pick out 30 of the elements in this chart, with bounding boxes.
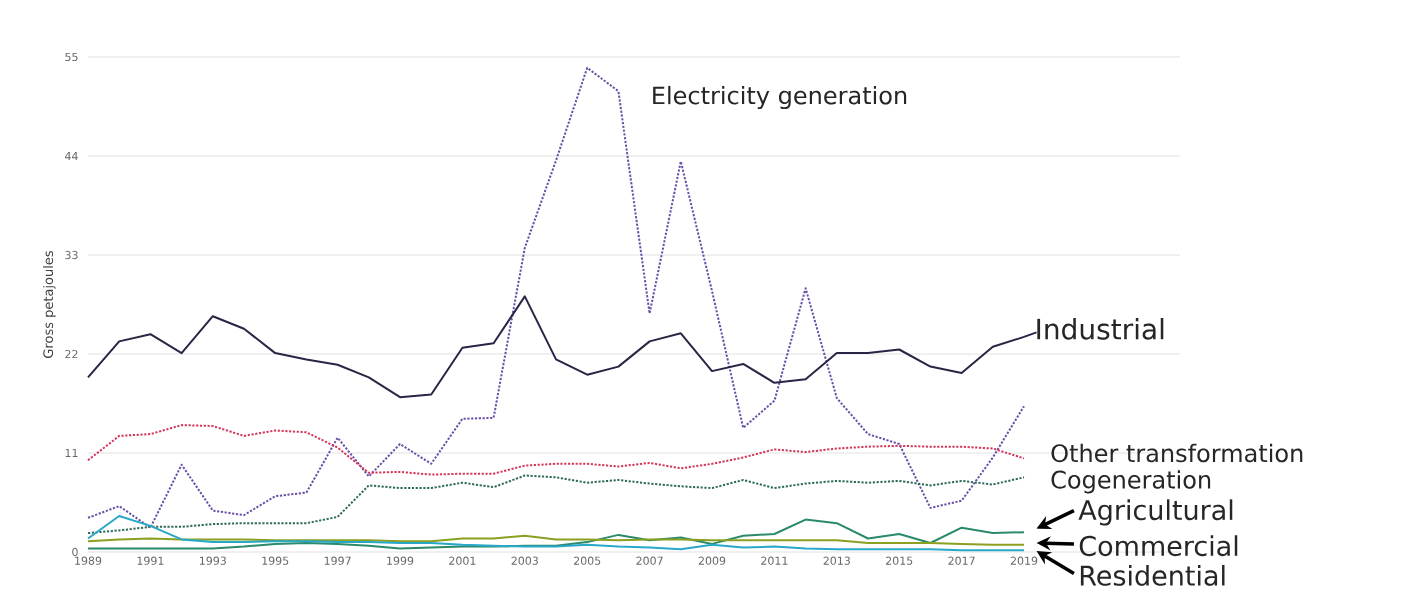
x-tick-label: 1989	[75, 556, 102, 565]
x-tick-label: 2015	[886, 556, 913, 565]
x-tick-label: 1997	[324, 556, 351, 565]
text: Agricultural	[1078, 499, 1233, 526]
x-tick-label: 2005	[574, 556, 601, 565]
x-tick-label: 2011	[761, 556, 788, 565]
x-tick-label: 1999	[387, 556, 414, 565]
x-tick-label: 2003	[511, 556, 538, 565]
x-tick-label: 2007	[636, 556, 663, 565]
text: Commercial	[1079, 535, 1238, 557]
x-tick-label: 1993	[200, 556, 226, 565]
y-tick-label: 44	[65, 151, 78, 161]
y-axis-title: Gross petajoules	[43, 251, 56, 358]
x-tick-label: 2001	[449, 556, 476, 565]
x-tick-label: 2019	[1010, 556, 1038, 565]
y-tick-label: 0	[72, 547, 78, 557]
x-tick-label: 1995	[262, 556, 289, 565]
x-tick-label: 2009	[698, 556, 726, 565]
x-tick-label: 2013	[823, 556, 850, 565]
series-label: Other transformation	[1051, 443, 1303, 463]
x-tick-label: 2017	[948, 556, 975, 565]
series-label: Cogeneration	[1051, 470, 1211, 494]
y-tick-label: 55	[65, 52, 78, 62]
y-tick-label: 22	[65, 349, 78, 359]
y-tick-label: 33	[65, 250, 78, 260]
x-tick-label: 1991	[137, 556, 164, 565]
legend-label: Industrial	[1037, 317, 1164, 340]
series-label: Electricity generation	[653, 85, 907, 110]
text: Residential	[1080, 564, 1225, 586]
y-tick-label: 11	[65, 448, 78, 458]
